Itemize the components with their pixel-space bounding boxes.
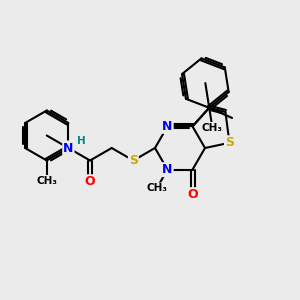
Text: N: N — [162, 120, 173, 133]
Text: S: S — [225, 136, 234, 149]
Text: CH₃: CH₃ — [146, 183, 167, 193]
Text: S: S — [129, 154, 138, 167]
Text: N: N — [162, 163, 173, 176]
Text: CH₃: CH₃ — [202, 122, 223, 133]
Text: O: O — [85, 175, 95, 188]
Text: CH₃: CH₃ — [36, 176, 57, 185]
Text: N: N — [63, 142, 74, 154]
Text: H: H — [77, 136, 86, 146]
Text: O: O — [187, 188, 198, 201]
